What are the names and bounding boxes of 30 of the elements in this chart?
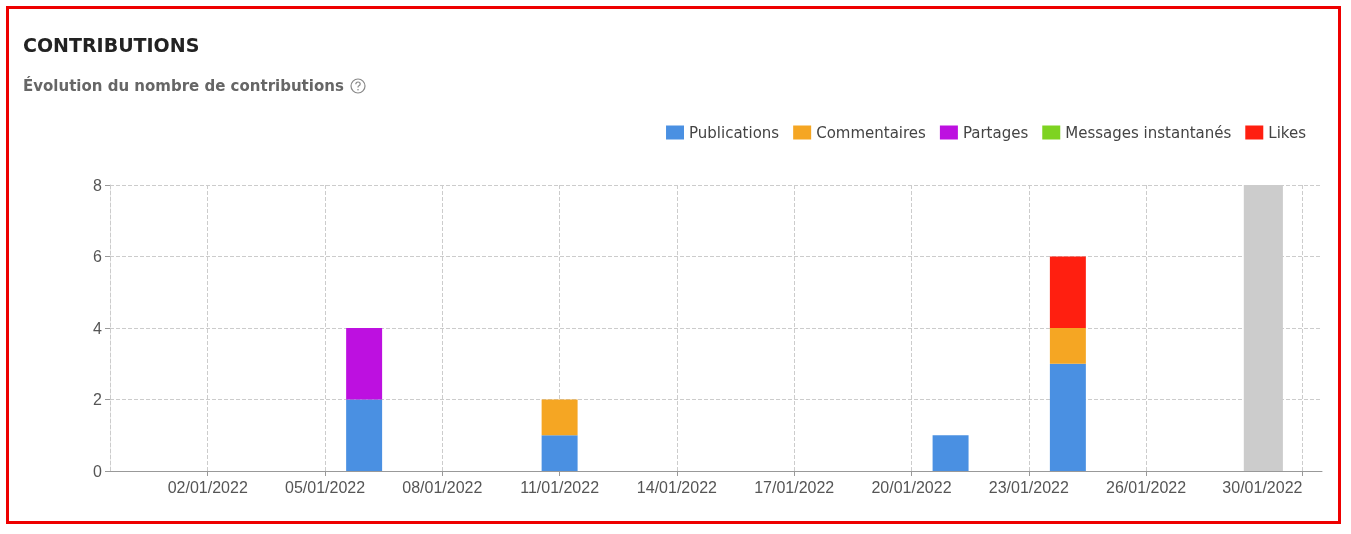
legend-label: Partages <box>962 123 1029 142</box>
y-tick-label: 2 <box>93 391 103 408</box>
bar <box>1049 256 1086 328</box>
bar <box>932 435 969 471</box>
x-tick-label: 05/01/2022 <box>284 478 366 496</box>
x-tick-label: 02/01/2022 <box>167 478 248 496</box>
y-tick-label: 6 <box>93 248 103 265</box>
bar <box>541 399 578 436</box>
x-tick-label: 11/01/2022 <box>520 478 600 496</box>
bar <box>346 399 383 471</box>
chart-subtitle: Évolution du nombre de contributions <box>23 77 344 95</box>
legend-label: Publications <box>689 123 780 142</box>
y-tick-label: 0 <box>93 462 103 480</box>
x-tick-label: 23/01/2022 <box>988 478 1069 496</box>
bar <box>1049 328 1086 364</box>
y-tick-label: 8 <box>93 176 103 194</box>
legend-label: Messages instantanés <box>1065 123 1232 142</box>
x-tick-label: 26/01/2022 <box>1106 478 1187 496</box>
x-tick-label: 08/01/2022 <box>402 478 483 496</box>
bar <box>346 328 383 400</box>
x-tick-label: 17/01/2022 <box>754 478 835 496</box>
x-tick-label: 20/01/2022 <box>871 478 952 496</box>
x-tick-label: 30/01/2022 <box>1222 478 1303 496</box>
legend-label: Likes <box>1268 123 1307 142</box>
bar <box>1049 363 1086 471</box>
bar <box>541 435 578 471</box>
legend-label: Commentaires <box>816 123 927 142</box>
x-tick-label: 14/01/2022 <box>636 478 718 496</box>
y-tick-label: 4 <box>93 319 103 337</box>
chart-title: CONTRIBUTIONS <box>23 34 200 56</box>
